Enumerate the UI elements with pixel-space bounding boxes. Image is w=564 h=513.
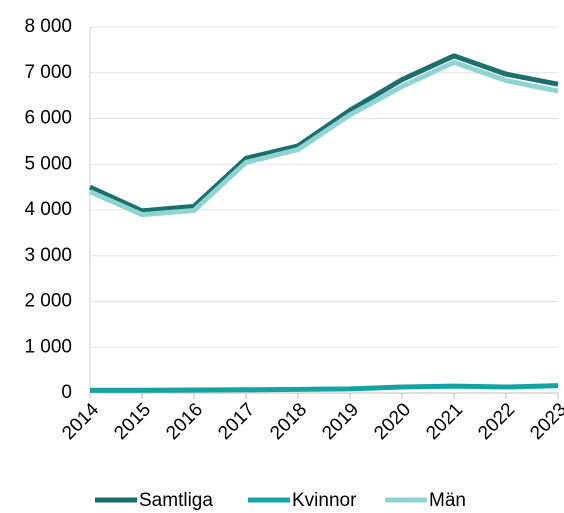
series-line: [90, 383, 559, 393]
y-tick-label: 6 000: [24, 108, 72, 129]
y-tick-label: 3 000: [24, 245, 72, 266]
legend-label: Kvinnor: [292, 490, 357, 511]
legend-label: Samtliga: [139, 490, 213, 511]
x-tick-label: 2019: [318, 399, 363, 444]
y-tick-label: 7 000: [24, 62, 72, 83]
x-tick-label: 2015: [110, 399, 155, 444]
series-line: [88, 59, 559, 218]
y-tick-label: 0: [61, 382, 72, 403]
x-tick-label: 2016: [162, 399, 207, 444]
y-tick-label: 1 000: [24, 336, 72, 357]
x-tick-label: 2020: [370, 399, 415, 444]
series-line: [88, 53, 559, 214]
y-tick-label: 8 000: [24, 16, 72, 37]
x-tick-label: 2022: [474, 399, 519, 444]
y-tick-label: 2 000: [24, 291, 72, 312]
y-tick-label: 4 000: [24, 199, 72, 220]
x-tick-label: 2023: [526, 399, 564, 444]
x-tick-label: 2014: [58, 399, 103, 444]
x-tick-label: 2021: [422, 399, 467, 444]
x-tick-label: 2018: [266, 399, 311, 444]
legend-label: Män: [429, 490, 466, 511]
y-tick-label: 5 000: [24, 153, 72, 174]
x-tick-label: 2017: [214, 399, 259, 444]
